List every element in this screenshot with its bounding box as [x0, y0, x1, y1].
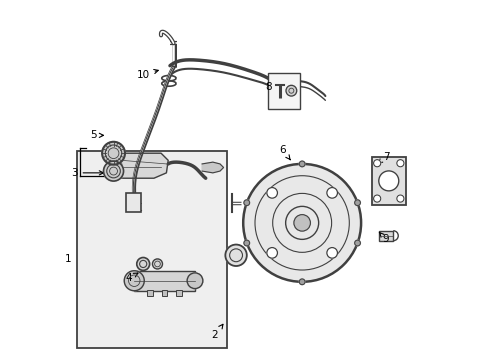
Bar [147, 290, 153, 296]
Bar [379, 231, 393, 241]
Bar [176, 290, 182, 296]
Circle shape [327, 248, 338, 258]
Text: 1: 1 [65, 253, 72, 264]
Circle shape [102, 142, 125, 165]
Circle shape [103, 161, 123, 181]
Text: 9: 9 [379, 232, 389, 244]
Bar [268, 73, 300, 109]
Text: 8: 8 [265, 82, 271, 92]
Bar [126, 193, 142, 212]
Circle shape [397, 159, 404, 167]
Polygon shape [115, 153, 168, 178]
Circle shape [286, 85, 297, 96]
Bar [134, 271, 195, 291]
Text: 2: 2 [211, 324, 223, 341]
Circle shape [243, 164, 361, 282]
Circle shape [397, 195, 404, 202]
Circle shape [225, 244, 247, 266]
Circle shape [244, 200, 249, 206]
Text: 4: 4 [125, 273, 138, 283]
Circle shape [299, 279, 305, 285]
Circle shape [152, 259, 163, 269]
Circle shape [244, 240, 249, 246]
Polygon shape [107, 164, 122, 178]
Text: 3: 3 [71, 168, 103, 178]
Text: 5: 5 [90, 130, 103, 140]
Circle shape [267, 248, 277, 258]
Polygon shape [202, 162, 223, 173]
Circle shape [187, 273, 203, 289]
Circle shape [299, 161, 305, 167]
Circle shape [373, 195, 381, 202]
Text: 7: 7 [378, 152, 390, 163]
Circle shape [124, 271, 144, 291]
Bar [372, 157, 406, 205]
Bar [77, 152, 227, 348]
Circle shape [294, 215, 310, 231]
Circle shape [355, 240, 361, 246]
Bar [162, 290, 168, 296]
Circle shape [327, 188, 338, 198]
Circle shape [267, 188, 277, 198]
Circle shape [355, 200, 361, 206]
Circle shape [373, 159, 381, 167]
Circle shape [379, 171, 399, 191]
Text: 6: 6 [279, 145, 290, 160]
Circle shape [137, 257, 149, 270]
Text: 10: 10 [137, 69, 158, 80]
